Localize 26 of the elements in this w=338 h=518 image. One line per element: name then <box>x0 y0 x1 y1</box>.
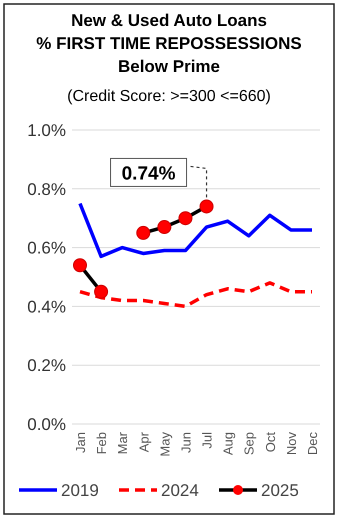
legend-label: 2025 <box>261 481 299 500</box>
legend-label: 2024 <box>161 481 199 500</box>
x-tick-label: Feb <box>94 432 110 454</box>
line-series <box>78 202 314 258</box>
x-tick-label: Jan <box>73 432 88 453</box>
y-tick-label: 0.2% <box>27 356 66 376</box>
x-tick-label: Jun <box>178 432 194 453</box>
y-tick-label: 0.0% <box>27 415 66 434</box>
x-tick-label: Dec <box>305 432 320 456</box>
x-tick-label: Mar <box>115 431 130 454</box>
line-series <box>78 281 314 308</box>
x-tick-label: Apr <box>136 431 152 452</box>
legend-label: 2019 <box>61 481 99 500</box>
y-tick-label: 0.6% <box>27 238 66 258</box>
x-tick-label: Sep <box>242 432 257 456</box>
x-tick-label: Oct <box>262 432 278 452</box>
chart-subtitle: (Credit Score: >=300 <=660) <box>67 88 271 105</box>
chart-title: New & Used Auto Loans % FIRST TIME REPOSSESSIONS Below Prime <box>36 11 302 76</box>
y-tick-label: 0.8% <box>27 180 66 199</box>
x-tick-label: May <box>157 432 172 457</box>
y-tick-label: 0.4% <box>27 297 66 316</box>
annotation: 0.74% <box>122 163 176 184</box>
y-tick-label: 1.0% <box>27 121 66 140</box>
x-tick-label: Aug <box>220 432 236 456</box>
x-tick-label: Jul <box>200 432 215 449</box>
x-tick-label: Nov <box>284 432 299 456</box>
